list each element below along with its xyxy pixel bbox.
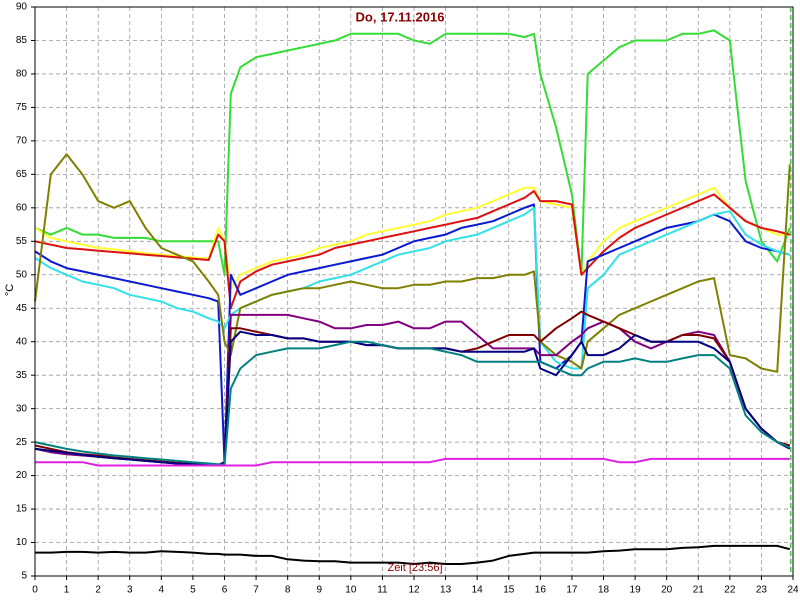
y-tick-label: 25: [16, 437, 28, 448]
x-axis-label: Zeit [23:56]: [387, 562, 442, 574]
y-tick-label: 65: [16, 169, 28, 180]
series-line: [34, 340, 791, 466]
x-tick-label: 1: [64, 585, 70, 596]
y-tick-label: 90: [16, 2, 28, 13]
x-tick-label: 10: [345, 585, 357, 596]
x-tick-label: 15: [503, 585, 515, 596]
y-tick-label: 30: [16, 403, 28, 414]
x-tick-label: 18: [598, 585, 610, 596]
series-line: [34, 186, 790, 290]
y-tick-label: 85: [16, 35, 28, 46]
series-line: [34, 153, 791, 373]
y-tick-label: 15: [16, 504, 28, 515]
x-tick-label: 21: [693, 585, 705, 596]
x-tick-label: 4: [159, 585, 165, 596]
y-tick-label: 20: [16, 470, 28, 481]
y-tick-label: 40: [16, 336, 28, 347]
x-tick-label: 20: [661, 585, 673, 596]
y-axis-label: °C: [4, 284, 16, 296]
x-tick-label: 2: [95, 585, 101, 596]
chart-title: Do, 17.11.2016: [356, 9, 445, 24]
series-line: [35, 544, 791, 565]
series-line: [34, 29, 791, 276]
x-tick-label: 17: [566, 585, 578, 596]
x-tick-label: 11: [377, 585, 388, 596]
x-tick-label: 3: [127, 585, 133, 596]
x-tick-label: 16: [535, 585, 547, 596]
series-line: [34, 190, 791, 310]
y-tick-label: 10: [16, 537, 28, 548]
x-tick-label: 12: [408, 585, 420, 596]
x-tick-label: 19: [630, 585, 642, 596]
y-tick-label: 50: [16, 269, 28, 280]
y-tick-label: 45: [16, 303, 28, 314]
series-line: [34, 206, 791, 370]
y-tick-label: 35: [16, 370, 28, 381]
x-tick-label: 23: [756, 585, 768, 596]
y-tick-label: 70: [16, 136, 28, 147]
y-tick-label: 80: [16, 69, 28, 80]
x-tick-label: 0: [32, 585, 38, 596]
x-tick-label: 24: [787, 585, 799, 596]
x-tick-label: 7: [253, 585, 259, 596]
y-tick-label: 75: [16, 102, 28, 113]
x-tick-label: 13: [440, 585, 452, 596]
lines: [34, 29, 791, 565]
x-tick-label: 8: [285, 585, 291, 596]
series-line: [34, 203, 791, 464]
series-line: [35, 457, 790, 467]
x-tick-label: 6: [222, 585, 228, 596]
x-tick-label: 9: [316, 585, 322, 596]
y-tick-label: 55: [16, 236, 28, 247]
x-tick-label: 22: [724, 585, 736, 596]
x-tick-label: 5: [190, 585, 196, 596]
y-tick-label: 5: [21, 571, 27, 582]
x-tick-label: 14: [472, 585, 484, 596]
y-tick-label: 60: [16, 202, 28, 213]
